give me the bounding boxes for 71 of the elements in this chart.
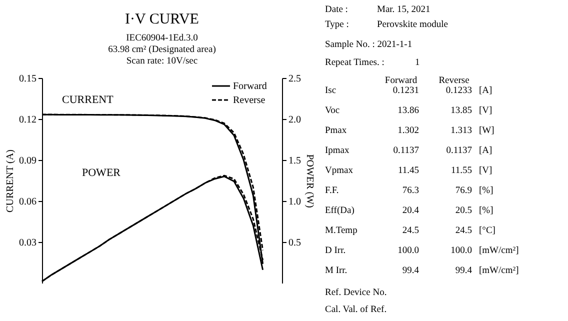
text: 20.4 [402,206,419,216]
y2-tick-label: 1.5 [288,156,301,166]
category-label: Vpmax [325,166,353,176]
category-label: [°C] [479,226,496,236]
text: 0.1233 [446,86,472,96]
text: 11.55 [450,166,472,176]
text: Cal. Val. of Ref. [325,305,387,315]
text: 0.1231 [392,86,419,96]
category-label: [A] [479,146,492,156]
text: 13.86 [398,106,419,116]
text: 76.3 [402,186,419,196]
category-label: Voc [325,106,340,116]
category-label: [W] [479,126,494,136]
text: Repeat Times. : [325,58,384,68]
category-label: Isc [325,86,336,96]
text: 24.5 [455,226,472,236]
text: Ref. Device No. [325,288,387,298]
text: IEC60904-1Ed.3.0 [126,34,198,44]
y2-tick-label: 2.0 [288,114,301,126]
y-tick-label: 0.09 [19,156,36,166]
text: 13.85 [450,106,472,116]
category-label: [A] [479,86,492,96]
text: Mar. 15, 2021 [377,5,431,15]
text: 1.313 [450,126,472,136]
category-label: Reverse [438,76,470,86]
text: 11.45 [398,166,419,176]
text: 0.1137 [446,146,472,156]
y-tick-label: 0.03 [19,238,36,248]
category-label: Ipmax [325,146,350,156]
category-label: [V] [479,106,492,116]
category-label: M Irr. [325,266,348,276]
text: Type : [325,20,349,30]
text: Sample No. : 2021-1-1 [325,40,412,50]
y2-tick-label: 0.5 [288,238,301,248]
y-tick-label: 0.06 [19,196,36,208]
text: 100.0 [398,246,419,256]
category-label: [%] [479,186,494,196]
y-tick-label: 0.15 [19,74,36,84]
annotation: CURRENT [62,94,114,106]
text: 76.9 [455,186,472,196]
category-label: [%] [479,206,494,216]
text: Perovskite module [377,20,448,30]
category-label: Forward [384,76,418,86]
category-label: D Irr. [325,246,346,256]
text: 99.4 [402,266,419,276]
text: 1.302 [398,126,419,136]
text: 63.98 cm² (Designated area) [108,45,216,55]
text: 99.4 [455,266,472,276]
text: 0.1137 [393,146,419,156]
text: Date : [325,5,348,15]
category-label: Eff(Da) [325,206,354,216]
y-axis-title: CURRENT (A) [5,150,16,212]
y2-tick-label: 1.0 [288,196,301,208]
category-label: M.Temp [325,226,358,236]
y2-tick-label: 2.5 [288,74,301,84]
y-tick-label: 0.12 [19,114,36,126]
text: 24.5 [402,226,419,236]
category-label: [V] [479,166,492,176]
category-label: F.F. [325,186,339,196]
text: 1 [415,58,420,68]
text: 100.0 [450,246,472,256]
chart-title: I·V CURVE [125,12,199,28]
legend-label: Forward [233,81,267,92]
annotation: POWER [82,167,122,179]
category-label: Pmax [325,126,347,136]
y2-axis-title: POWER (W) [304,154,315,208]
category-label: [mW/cm²] [479,266,519,276]
text: Scan rate: 10V/sec [126,56,198,66]
category-label: [mW/cm²] [479,246,519,256]
legend-label: Reverse [233,95,266,106]
text: 20.5 [455,206,472,216]
